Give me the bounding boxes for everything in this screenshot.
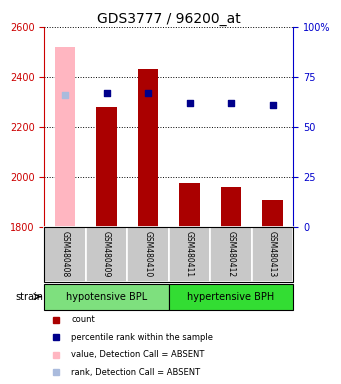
Text: GSM480409: GSM480409: [102, 231, 111, 278]
Text: percentile rank within the sample: percentile rank within the sample: [71, 333, 213, 342]
Point: [104, 90, 109, 96]
Text: count: count: [71, 315, 95, 324]
Text: GSM480408: GSM480408: [61, 231, 70, 278]
Bar: [86, 227, 127, 282]
Text: rank, Detection Call = ABSENT: rank, Detection Call = ABSENT: [71, 368, 200, 377]
Bar: [210, 227, 252, 282]
Bar: [252, 227, 293, 282]
Bar: [96, 107, 117, 227]
Bar: [262, 200, 283, 227]
Text: GSM480413: GSM480413: [268, 231, 277, 278]
Text: GSM480412: GSM480412: [226, 231, 236, 278]
Bar: [55, 47, 75, 227]
Text: GSM480411: GSM480411: [185, 231, 194, 278]
Text: strain: strain: [15, 291, 44, 302]
Bar: [44, 284, 169, 310]
Bar: [44, 227, 86, 282]
Text: GSM480410: GSM480410: [144, 231, 152, 278]
Text: hypotensive BPL: hypotensive BPL: [66, 291, 147, 302]
Bar: [138, 70, 159, 227]
Bar: [169, 284, 293, 310]
Bar: [127, 227, 169, 282]
Title: GDS3777 / 96200_at: GDS3777 / 96200_at: [97, 12, 241, 26]
Point: [270, 102, 275, 108]
Bar: [169, 227, 210, 282]
Point: [228, 100, 234, 106]
Point: [145, 90, 151, 96]
Point: [187, 100, 192, 106]
Text: hypertensive BPH: hypertensive BPH: [188, 291, 275, 302]
Bar: [179, 183, 200, 227]
Text: value, Detection Call = ABSENT: value, Detection Call = ABSENT: [71, 350, 204, 359]
Point: [62, 92, 68, 98]
Bar: [221, 187, 241, 227]
